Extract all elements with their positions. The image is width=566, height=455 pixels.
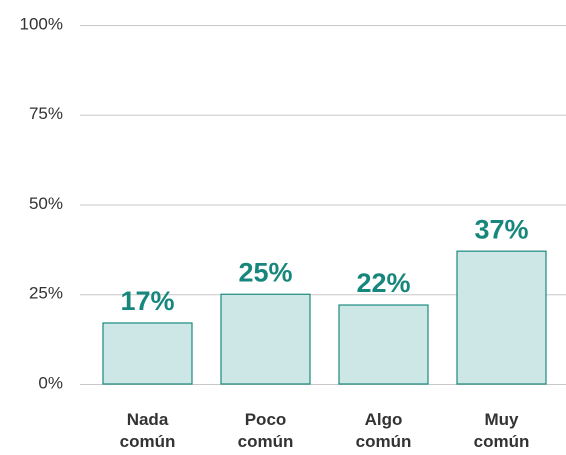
value-label: 22% — [356, 268, 410, 298]
x-tick-label: Poco común — [237, 410, 294, 451]
y-tick-label: 0% — [38, 373, 63, 392]
y-tick-label: 50% — [29, 194, 63, 213]
value-label: 17% — [120, 286, 174, 316]
x-tick-label: Muy común — [473, 410, 530, 451]
bar — [456, 250, 547, 385]
bar — [220, 293, 311, 385]
x-tick-label: Nada común — [119, 410, 176, 451]
y-tick-label: 100% — [20, 14, 63, 33]
bar — [338, 304, 429, 385]
value-label: 37% — [474, 214, 528, 244]
y-tick-label: 75% — [29, 104, 63, 123]
bar — [102, 322, 193, 385]
y-tick-label: 25% — [29, 284, 63, 303]
value-label: 25% — [238, 257, 292, 287]
x-tick-label: Algo común — [355, 410, 412, 451]
